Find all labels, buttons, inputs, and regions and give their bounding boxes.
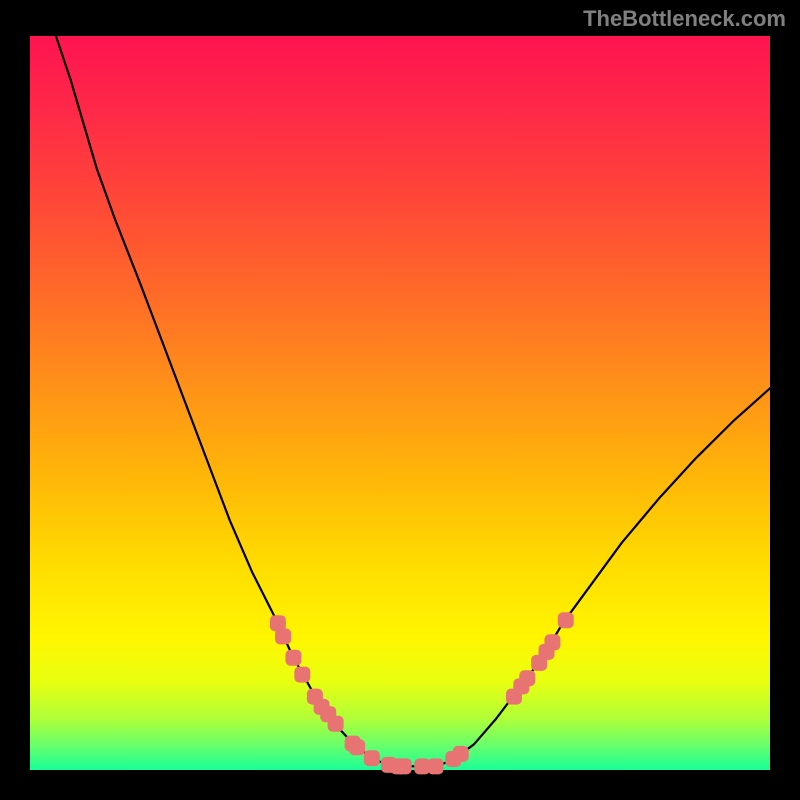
scatter-marker bbox=[544, 634, 560, 650]
scatter-marker bbox=[285, 650, 301, 666]
scatter-marker bbox=[349, 739, 365, 755]
scatter-marker bbox=[396, 758, 412, 774]
plot-background bbox=[30, 36, 770, 770]
chart-container: TheBottleneck.com bbox=[0, 0, 800, 800]
scatter-marker bbox=[558, 612, 574, 628]
scatter-marker bbox=[275, 628, 291, 644]
chart-svg bbox=[0, 0, 800, 800]
watermark-text: TheBottleneck.com bbox=[583, 6, 786, 32]
scatter-marker bbox=[364, 750, 380, 766]
scatter-marker bbox=[328, 716, 344, 732]
scatter-marker bbox=[294, 667, 310, 683]
scatter-marker bbox=[453, 746, 469, 762]
scatter-marker bbox=[519, 670, 535, 686]
scatter-marker bbox=[428, 758, 444, 774]
